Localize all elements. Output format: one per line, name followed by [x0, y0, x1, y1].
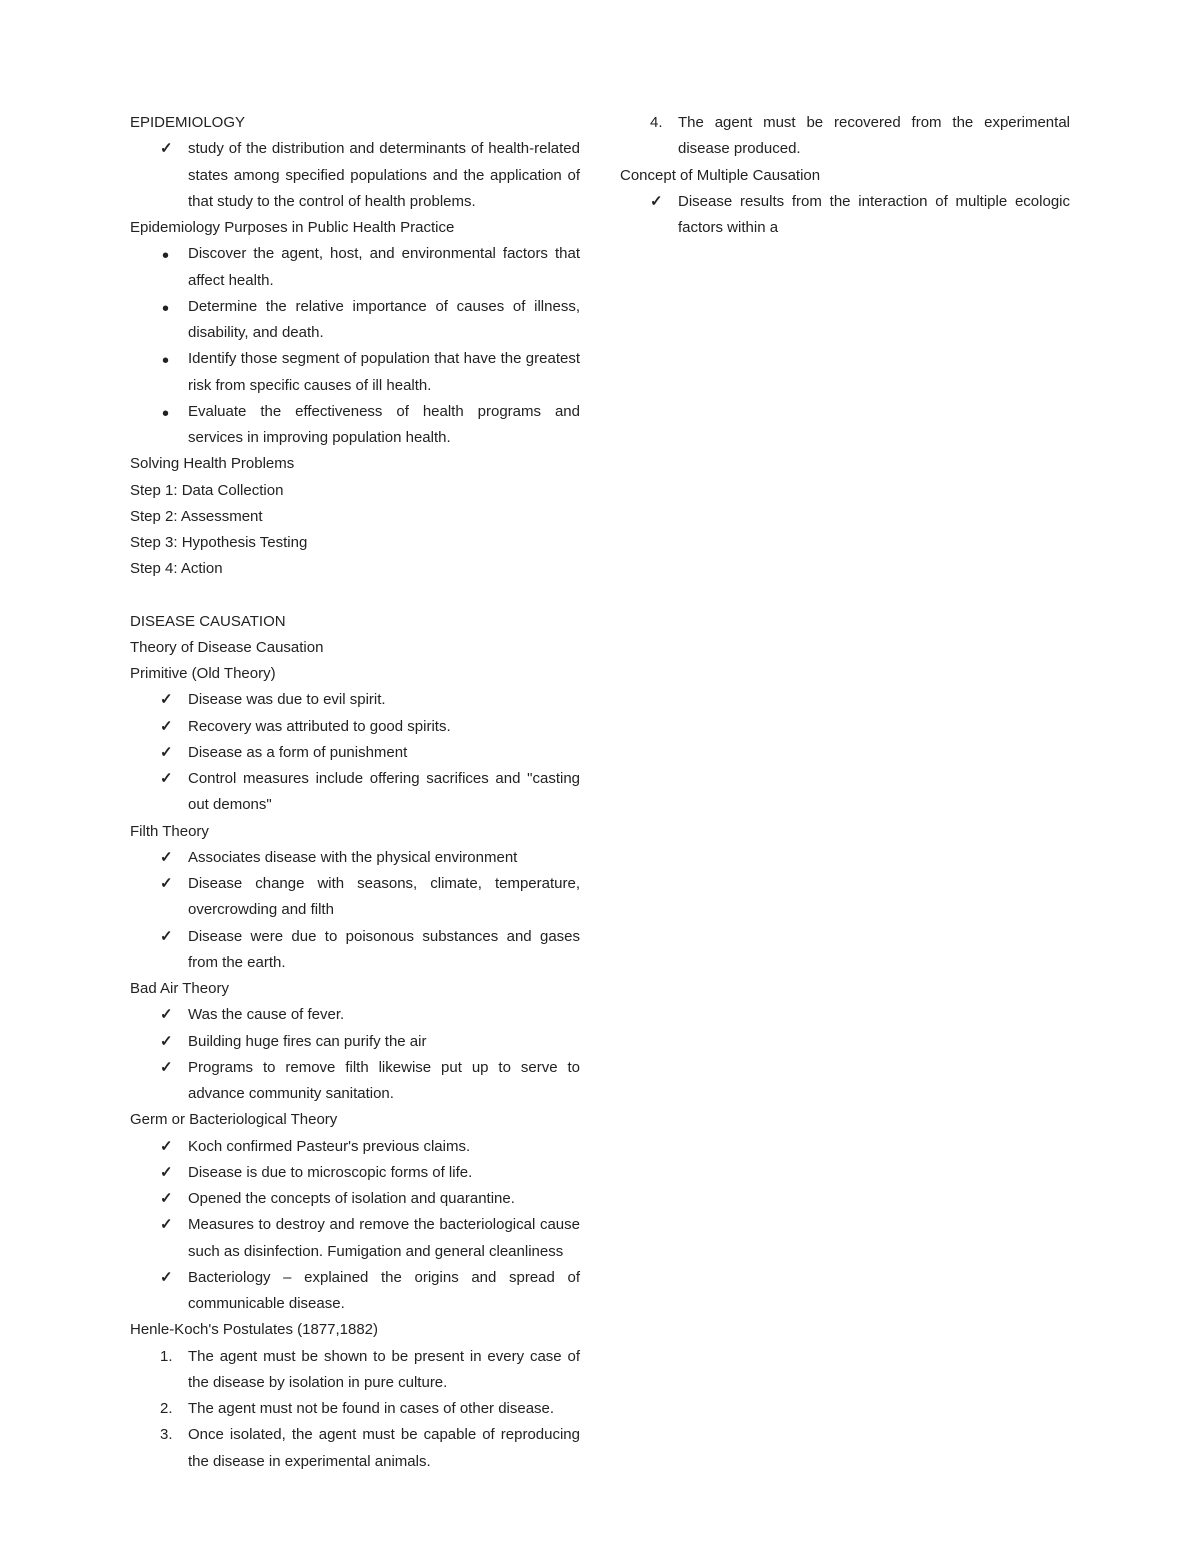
list-item: Once isolated, the agent must be capable… — [158, 1422, 580, 1475]
list-item: Discover the agent, host, and environmen… — [158, 241, 580, 294]
purposes-list: Discover the agent, host, and environmen… — [158, 241, 580, 451]
list-item: Control measures include offering sacrif… — [158, 766, 580, 819]
list-item: Koch confirmed Pasteur's previous claims… — [158, 1134, 580, 1160]
causation-title: DISEASE CAUSATION — [130, 609, 580, 635]
germ-title: Germ or Bacteriological Theory — [130, 1107, 580, 1133]
postulates-title: Henle-Koch's Postulates (1877,1882) — [130, 1317, 580, 1343]
filth-list: Associates disease with the physical env… — [158, 845, 580, 976]
epidemiology-def: study of the distribution and determinan… — [158, 136, 580, 215]
primitive-title: Primitive (Old Theory) — [130, 661, 580, 687]
list-item: Recovery was attributed to good spirits. — [158, 714, 580, 740]
list-item: Building huge fires can purify the air — [158, 1029, 580, 1055]
list-item: Programs to remove filth likewise put up… — [158, 1055, 580, 1108]
step-line: Step 1: Data Collection — [130, 478, 580, 504]
list-item: Disease were due to poisonous substances… — [158, 924, 580, 977]
solving-title: Solving Health Problems — [130, 451, 580, 477]
list-item: Disease results from the interaction of … — [648, 189, 1070, 242]
list-item: Disease as a form of punishment — [158, 740, 580, 766]
list-item: Opened the concepts of isolation and qua… — [158, 1186, 580, 1212]
badair-list: Was the cause of fever. Building huge fi… — [158, 1002, 580, 1107]
germ-list: Koch confirmed Pasteur's previous claims… — [158, 1134, 580, 1318]
spacer — [130, 583, 580, 609]
multiple-list: Disease results from the interaction of … — [648, 189, 1070, 242]
list-item: Determine the relative importance of cau… — [158, 294, 580, 347]
epidemiology-title: EPIDEMIOLOGY — [130, 110, 580, 136]
list-item: Disease was due to evil spirit. — [158, 687, 580, 713]
list-item: Identify those segment of population tha… — [158, 346, 580, 399]
causation-sub: Theory of Disease Causation — [130, 635, 580, 661]
list-item: Evaluate the effectiveness of health pro… — [158, 399, 580, 452]
epidemiology-def-list: study of the distribution and determinan… — [158, 136, 580, 215]
list-item: Disease is due to microscopic forms of l… — [158, 1160, 580, 1186]
filth-title: Filth Theory — [130, 819, 580, 845]
purposes-title: Epidemiology Purposes in Public Health P… — [130, 215, 580, 241]
list-item: Bacteriology – explained the origins and… — [158, 1265, 580, 1318]
step-line: Step 2: Assessment — [130, 504, 580, 530]
list-item: The agent must not be found in cases of … — [158, 1396, 580, 1422]
primitive-list: Disease was due to evil spirit. Recovery… — [158, 687, 580, 818]
list-item: Was the cause of fever. — [158, 1002, 580, 1028]
list-item: The agent must be recovered from the exp… — [648, 110, 1070, 163]
step-line: Step 4: Action — [130, 556, 580, 582]
list-item: Disease change with seasons, climate, te… — [158, 871, 580, 924]
list-item: The agent must be shown to be present in… — [158, 1344, 580, 1397]
step-line: Step 3: Hypothesis Testing — [130, 530, 580, 556]
list-item: Measures to destroy and remove the bacte… — [158, 1212, 580, 1265]
multiple-title: Concept of Multiple Causation — [620, 163, 1070, 189]
badair-title: Bad Air Theory — [130, 976, 580, 1002]
document-page: EPIDEMIOLOGY study of the distribution a… — [130, 110, 1070, 1493]
list-item: Associates disease with the physical env… — [158, 845, 580, 871]
